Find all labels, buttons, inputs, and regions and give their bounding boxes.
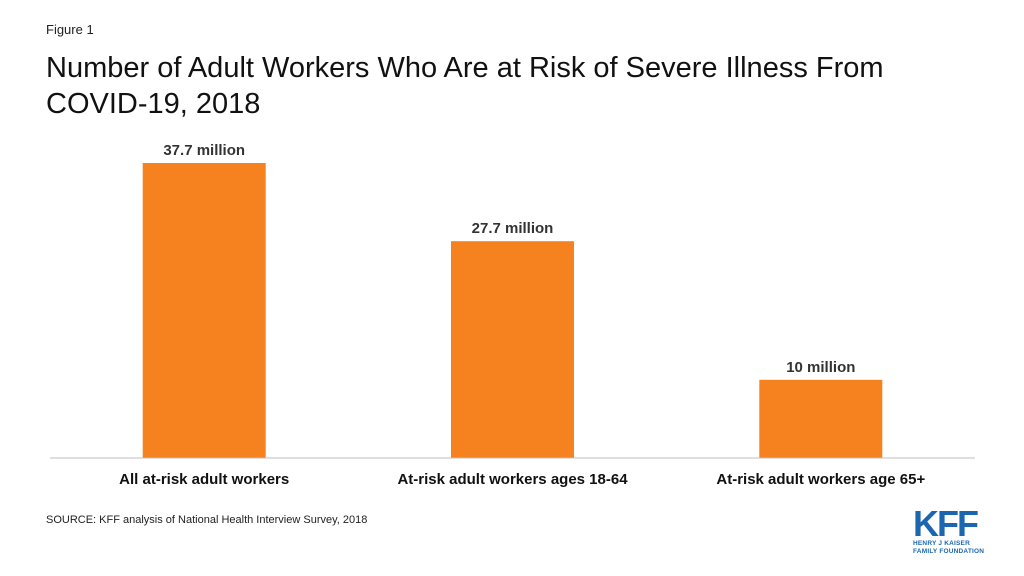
data-label-3: 10 million — [786, 359, 855, 376]
figure-label: Figure 1 — [46, 22, 94, 37]
logo-line2: FAMILY FOUNDATION — [913, 548, 985, 555]
bar-2 — [451, 241, 574, 458]
data-label-2: 27.7 million — [472, 220, 554, 237]
category-label-3: At-risk adult workers age 65+ — [716, 471, 925, 488]
logo-mark: KFF — [913, 503, 979, 544]
bar-3 — [759, 379, 883, 458]
source-note: SOURCE: KFF analysis of National Health … — [46, 514, 368, 526]
kff-logo: KFF HENRY J KAISER FAMILY FOUNDATION — [913, 503, 987, 558]
logo-line1: HENRY J KAISER — [913, 540, 970, 547]
category-label-1: All at-risk adult workers — [119, 471, 289, 488]
category-label-2: At-risk adult workers ages 18-64 — [397, 471, 628, 488]
chart-title: Number of Adult Workers Who Are at Risk … — [46, 52, 884, 120]
bar-1 — [142, 163, 266, 458]
data-label-1: 37.7 million — [163, 142, 245, 159]
